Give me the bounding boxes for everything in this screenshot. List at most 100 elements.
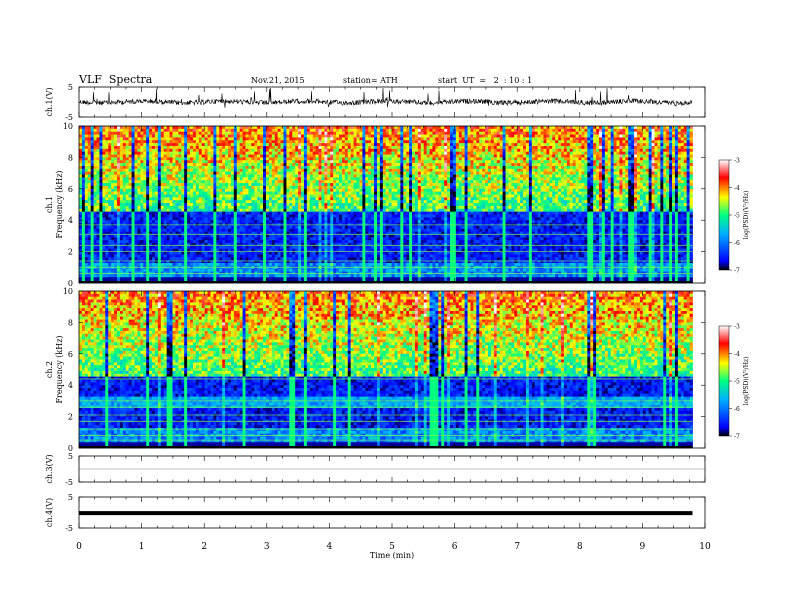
spectrogram-cell: [137, 149, 140, 152]
spectrogram-cell: [187, 152, 190, 155]
spectrogram-cell: [543, 152, 546, 155]
spectrogram-cell: [310, 129, 313, 132]
spectrogram-cell: [392, 132, 395, 135]
spectrogram-cell: [400, 135, 403, 138]
spectrogram-cell: [561, 146, 564, 149]
spectrogram-cell: [377, 143, 380, 146]
spectrogram-cell: [152, 126, 155, 129]
spectrogram-cell: [441, 140, 444, 143]
spectrogram-cell: [120, 149, 123, 152]
spectrogram-cell: [619, 132, 622, 135]
spectrogram-cell: [339, 135, 342, 138]
spectrogram-cell: [88, 126, 91, 129]
spectrogram-cell: [447, 140, 450, 143]
spectrogram-cell: [155, 155, 158, 158]
spectrogram-cell: [617, 135, 620, 138]
spectrogram-cell: [278, 143, 281, 146]
spectrogram-cell: [640, 143, 643, 146]
spectrogram-cell: [105, 129, 108, 132]
spectrogram-cell: [164, 149, 167, 152]
spectrogram-cell: [123, 126, 126, 129]
spectrogram-cell: [374, 143, 377, 146]
spectrogram-cell: [152, 155, 155, 158]
spectrogram-cell: [517, 146, 520, 149]
spectrogram-cell: [494, 149, 497, 152]
spectrogram-cell: [117, 152, 120, 155]
spectrogram-cell: [605, 149, 608, 152]
spectrogram-cell: [485, 140, 488, 143]
spectrogram-cell: [543, 149, 546, 152]
spectrogram-cell: [456, 129, 459, 132]
spectrogram-cell: [91, 126, 94, 129]
spectrogram-cell: [368, 132, 371, 135]
spectrogram-cell: [164, 137, 167, 140]
spectrogram-cell: [316, 135, 319, 138]
spectrogram-cell: [213, 143, 216, 146]
spectrogram-cell: [135, 149, 138, 152]
spectrogram-cell: [108, 152, 111, 155]
spectrogram-cell: [275, 135, 278, 138]
spectrogram-cell: [149, 149, 152, 152]
spectrogram-cell: [508, 152, 511, 155]
spectrogram-cell: [397, 129, 400, 132]
spectrogram-cell: [412, 132, 415, 135]
spectrogram-cell: [316, 132, 319, 135]
spectrogram-cell: [590, 146, 593, 149]
spectrogram-cell: [114, 140, 117, 143]
spectrogram-cell: [170, 137, 173, 140]
spectrogram-cell: [272, 149, 275, 152]
spectrogram-cell: [579, 140, 582, 143]
spectrogram-cell: [263, 129, 266, 132]
spectrogram-cell: [321, 132, 324, 135]
spectrogram-cell: [170, 155, 173, 158]
spectrogram-cell: [643, 137, 646, 140]
spectrogram-cell: [240, 126, 243, 129]
spectrogram-cell: [190, 140, 193, 143]
spectrogram-cell: [535, 149, 538, 152]
spectrogram-cell: [251, 146, 254, 149]
spectrogram-cell: [161, 137, 164, 140]
spectrogram-cell: [558, 132, 561, 135]
spectrogram-cell: [354, 149, 357, 152]
spectrogram-cell: [339, 132, 342, 135]
spectrogram-cell: [178, 149, 181, 152]
spectrogram-cell: [669, 140, 672, 143]
spectrogram-cell: [307, 152, 310, 155]
spectrogram-cell: [132, 146, 135, 149]
spectrogram-cell: [380, 137, 383, 140]
spectrogram-cell: [374, 129, 377, 132]
spectrogram-cell: [172, 146, 175, 149]
spectrogram-cell: [234, 149, 237, 152]
spectrogram-cell: [669, 135, 672, 138]
spectrogram-cell: [573, 126, 576, 129]
spectrogram-cell: [392, 149, 395, 152]
spectrogram-cell: [158, 152, 161, 155]
spectrogram-cell: [465, 143, 468, 146]
spectrogram-cell: [257, 143, 260, 146]
spectrogram-cell: [383, 152, 386, 155]
spectrogram-cell: [564, 135, 567, 138]
spectrogram-cell: [657, 129, 660, 132]
spectrogram-cell: [523, 149, 526, 152]
spectrogram-cell: [365, 140, 368, 143]
spectrogram-cell: [108, 126, 111, 129]
spectrogram-cell: [663, 149, 666, 152]
spectrogram-cell: [599, 129, 602, 132]
spectrogram-cell: [386, 137, 389, 140]
spectrogram-cell: [199, 126, 202, 129]
spectrogram-cell: [362, 129, 365, 132]
spectrogram-cell: [555, 135, 558, 138]
spectrogram-cell: [622, 143, 625, 146]
spectrogram-cell: [175, 126, 178, 129]
spectrogram-cell: [208, 137, 211, 140]
spectrogram-cell: [625, 129, 628, 132]
spectrogram-cell: [333, 140, 336, 143]
spectrogram-cell: [175, 149, 178, 152]
spectrogram-cell: [260, 140, 263, 143]
spectrogram-cell: [99, 132, 102, 135]
spectrogram-cell: [570, 135, 573, 138]
spectrogram-cell: [222, 140, 225, 143]
spectrogram-cell: [549, 126, 552, 129]
spectrogram-cell: [450, 132, 453, 135]
spectrogram-cell: [246, 143, 249, 146]
